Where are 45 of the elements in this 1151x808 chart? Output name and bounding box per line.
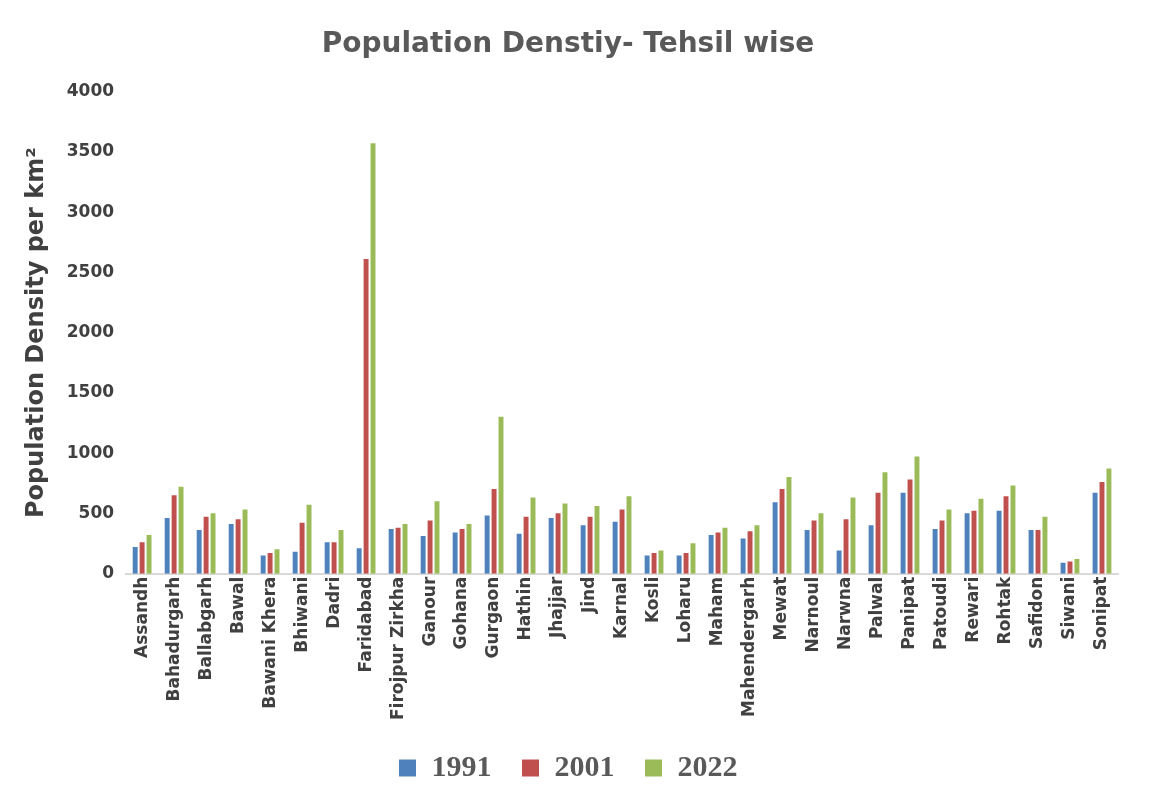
- x-tick-label: Bhiwani: [290, 576, 311, 653]
- legend-label: 1991: [431, 748, 492, 782]
- y-tick-label: 3500: [66, 140, 115, 161]
- legend-label: 2022: [677, 748, 738, 782]
- x-tick-label: Patoudi: [930, 576, 951, 651]
- x-tick-label: Narnoul: [802, 576, 823, 653]
- x-tick-label: Jhajjar: [546, 576, 567, 640]
- x-tick-label: Dadri: [322, 576, 343, 629]
- x-tick-label: Karnal: [610, 576, 631, 640]
- legend-label: 2001: [554, 748, 615, 782]
- y-tick-label: 1000: [66, 441, 115, 462]
- y-tick-label: 0: [102, 562, 115, 583]
- y-tick-label: 1500: [66, 381, 115, 402]
- x-tick-label: Hathin: [514, 576, 535, 641]
- y-tick-label: 3000: [66, 200, 115, 221]
- x-tick-label: Mahendergarh: [738, 576, 759, 718]
- x-tick-label: Sonipat: [1090, 576, 1111, 651]
- y-axis-title: Population Density per km²: [20, 147, 49, 519]
- x-tick-label: Mewat: [770, 576, 791, 641]
- x-tick-label: Bawani Khera: [258, 576, 279, 709]
- x-tick-label: Gurgaon: [482, 576, 503, 659]
- y-tick-label: 2000: [66, 321, 115, 342]
- x-tick-label: Maham: [706, 576, 727, 647]
- x-tick-label: Safidon: [1026, 576, 1047, 649]
- x-tick-label: Jind: [578, 576, 599, 615]
- y-tick-label: 500: [78, 501, 115, 522]
- x-tick-label: Kosli: [642, 576, 663, 624]
- x-tick-label: Bawal: [226, 576, 247, 635]
- x-tick-label: Siwani: [1058, 576, 1079, 640]
- x-tick-label: Loharu: [674, 576, 695, 644]
- x-tick-label: Panipat: [898, 576, 919, 650]
- x-tick-label: Ballabgarh: [194, 576, 215, 681]
- x-tick-label: Firojpur Zirkha: [386, 576, 407, 721]
- x-tick-label: Assandh: [130, 576, 151, 658]
- x-tick-label: Ganour: [418, 576, 439, 647]
- x-tick-label: Palwal: [866, 576, 887, 639]
- x-tick-label: Narwna: [834, 576, 855, 651]
- x-tick-label: Faridabad: [354, 576, 375, 673]
- x-tick-label: Bahadurgarh: [162, 576, 183, 702]
- chart-title: Population Denstiy- Tehsil wise: [321, 26, 815, 60]
- y-tick-label: 4000: [66, 80, 115, 101]
- x-tick-label: Rewari: [962, 576, 983, 643]
- x-tick-label: Rohtak: [994, 575, 1015, 645]
- x-tick-label: Gohana: [450, 576, 471, 650]
- y-tick-label: 2500: [66, 260, 115, 281]
